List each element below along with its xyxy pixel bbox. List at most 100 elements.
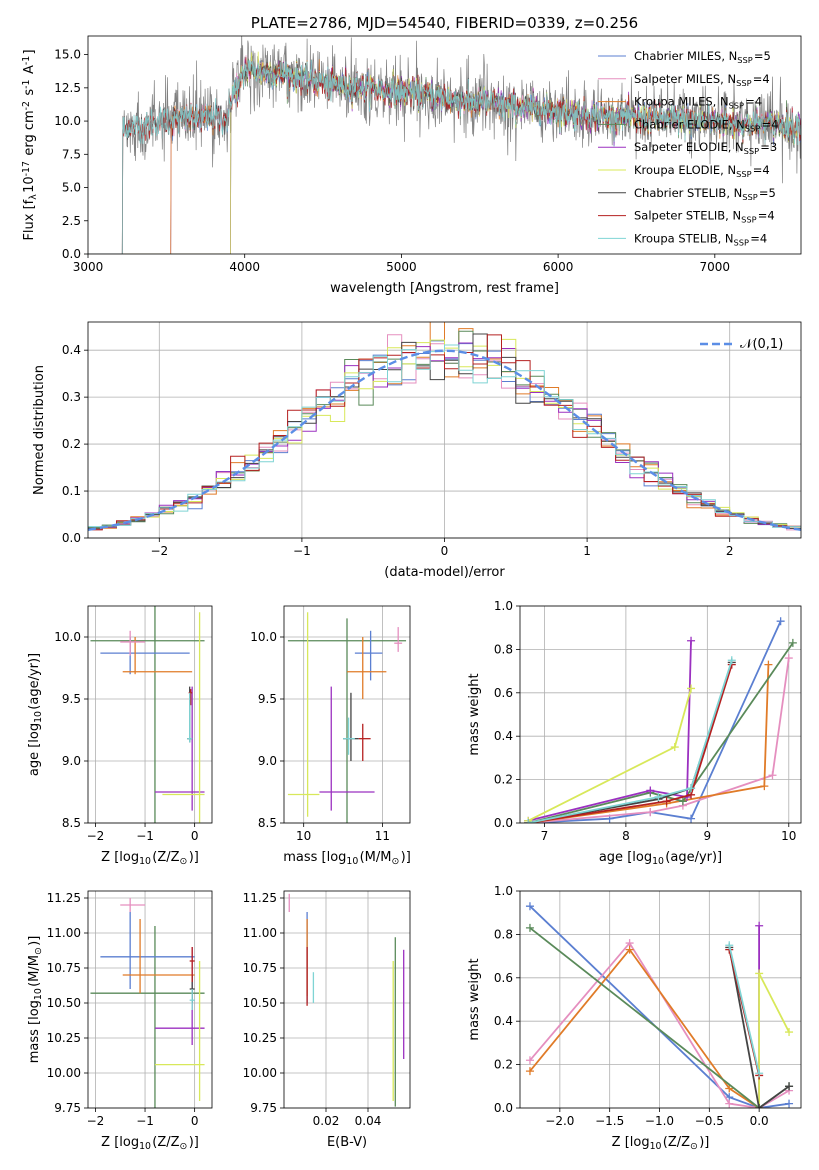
x-tick-label: 11	[375, 829, 390, 843]
y-axis-label: mass [log10 (M/M⊙ )]	[27, 936, 44, 1064]
x-tick-label: −2	[87, 829, 105, 843]
point-marker	[646, 808, 655, 817]
y-tick-label: 12.5	[54, 81, 81, 95]
y-tick-label: 1.0	[494, 884, 513, 898]
y-tick-label: 0.0	[494, 816, 513, 830]
legend-label: Kroupa ELODIE, NSSP =4	[634, 163, 770, 179]
point-marker	[788, 638, 797, 647]
point-marker	[687, 684, 696, 693]
x-tick-label: 5000	[386, 260, 417, 274]
legend-label: Kroupa MILES, NSSP =4	[634, 95, 762, 111]
point-marker	[687, 784, 696, 793]
mass-weight-line	[527, 664, 770, 823]
point-marker	[725, 1084, 734, 1093]
point-marker	[678, 797, 687, 806]
plot-area	[288, 893, 405, 1107]
legend-label: Salpeter MILES, NSSP =4	[634, 72, 770, 88]
x-axis-label: (data-model)/error	[384, 565, 505, 580]
x-axis-label: Z [log10 (Z/Z⊙ )]	[101, 1135, 199, 1152]
axes-frame	[283, 605, 411, 824]
legend-label: Salpeter STELIB, NSSP =4	[634, 209, 775, 225]
x-axis-label: Z [log10 (Z/Z⊙ )]	[612, 1135, 710, 1152]
y-tick-label: 9.5	[258, 692, 277, 706]
mass-weight-line	[527, 664, 733, 823]
point-marker	[755, 921, 764, 930]
y-tick-label: 11.00	[243, 926, 277, 940]
point-marker	[687, 636, 696, 645]
grid	[520, 605, 801, 824]
point-marker	[760, 782, 769, 791]
point-marker	[725, 1099, 734, 1108]
y-tick-label: 0.6	[494, 971, 513, 985]
point-marker	[764, 660, 773, 669]
x-tick-label: 1	[583, 544, 591, 558]
point-marker	[755, 1104, 764, 1108]
mass-weight-line	[758, 973, 790, 1108]
y-tick-label: 0.2	[494, 1058, 513, 1072]
mass-weight-line	[529, 905, 790, 1108]
x-axis-label: wavelength [Angstrom, rest frame]	[330, 281, 559, 296]
x-tick-label: 10	[781, 829, 796, 843]
y-tick-label: 9.0	[258, 754, 277, 768]
legend-label: Chabrier ELODIE, NSSP =4	[634, 117, 778, 133]
x-tick-label: 7	[541, 829, 549, 843]
point-marker	[662, 797, 671, 806]
mass-weight-line	[728, 947, 790, 1108]
y-tick-label: 10.0	[54, 114, 81, 128]
y-tick-label: 11.25	[47, 891, 81, 905]
model-spectrum-line	[88, 59, 801, 254]
axes-frame	[283, 890, 411, 1109]
y-tick-label: 10.25	[243, 1031, 277, 1045]
x-tick-label: 10	[296, 829, 311, 843]
mass-weight-line	[529, 948, 760, 1108]
grid	[88, 606, 212, 824]
x-axis-label: age [log10 (age/yr)]	[599, 850, 722, 867]
y-tick-label: 0.8	[494, 927, 513, 941]
grid	[284, 891, 410, 1109]
y-tick-label: 8.5	[258, 816, 277, 830]
x-tick-label: −1.0	[645, 1114, 674, 1128]
point-marker	[524, 819, 533, 823]
gaussian-curve	[88, 349, 801, 531]
mass-weight-line	[527, 660, 733, 823]
axes-frame	[87, 890, 213, 1109]
x-tick-label: −1.5	[595, 1114, 624, 1128]
point-marker	[755, 1069, 764, 1078]
y-axis-label: age [log10 (age/yr)]	[27, 653, 44, 776]
point-marker	[768, 771, 777, 780]
axes-frame	[87, 605, 213, 824]
y-tick-label: 1.0	[494, 599, 513, 613]
mass-weight-line	[527, 640, 692, 822]
histogram-step	[88, 344, 801, 528]
y-tick-label: 10.25	[47, 1031, 81, 1045]
x-tick-label: 0	[191, 1114, 199, 1128]
y-tick-label: 0.8	[494, 642, 513, 656]
y-tick-label: 10.75	[47, 961, 81, 975]
mass-weight-line	[728, 945, 760, 1074]
y-tick-label: 11.25	[243, 891, 277, 905]
point-marker	[625, 945, 634, 954]
y-tick-label: 5.0	[62, 181, 81, 195]
point-marker	[687, 814, 696, 823]
point-marker	[776, 617, 785, 626]
x-tick-label: 0	[191, 829, 199, 843]
y-tick-label: 11.00	[47, 926, 81, 940]
point-marker	[785, 1028, 794, 1037]
axes-frame	[87, 321, 802, 539]
model-spectrum-line	[88, 57, 801, 254]
y-tick-label: 10.00	[47, 1066, 81, 1080]
x-tick-label: −2	[150, 544, 168, 558]
y-tick-label: 9.75	[54, 1101, 81, 1115]
point-marker	[670, 743, 679, 752]
x-tick-label: 4000	[229, 260, 260, 274]
x-tick-label: −0.5	[695, 1114, 724, 1128]
plot-area	[287, 612, 407, 823]
mass-vs-metallicity-axes: −2 −1 0 9.75 10.00 10.25 10.50 10.75 11.00 11.25 Z…	[27, 890, 213, 1152]
point-marker	[525, 923, 534, 932]
y-tick-label: 10.50	[243, 996, 277, 1010]
x-tick-label: −1	[293, 544, 311, 558]
axes-frame	[519, 605, 802, 824]
point-marker	[785, 1099, 794, 1108]
y-tick-label: 9.5	[62, 692, 81, 706]
plot-area	[88, 36, 801, 254]
